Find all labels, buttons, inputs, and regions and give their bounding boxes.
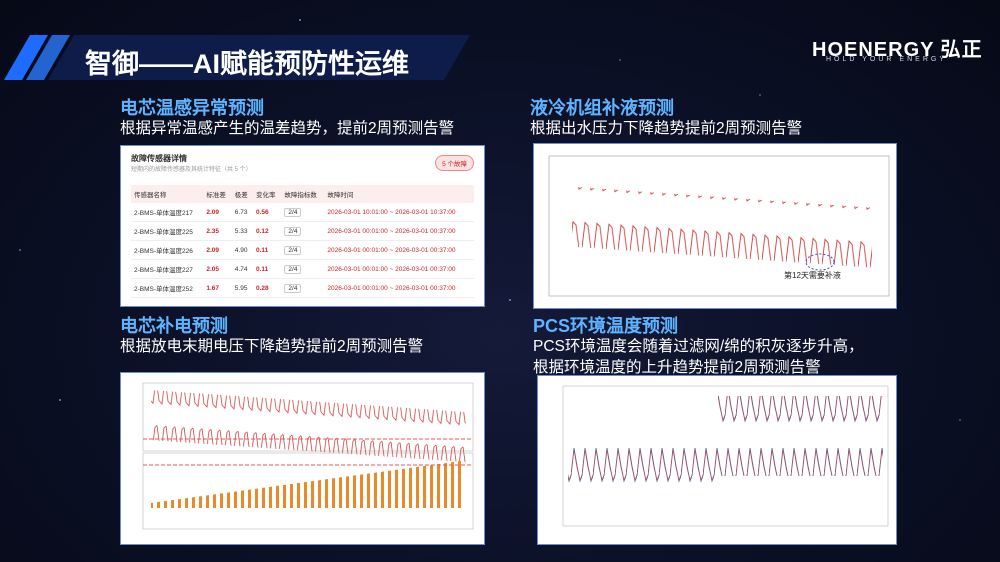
table-cell: 0.11 xyxy=(252,259,282,279)
section-description: PCS环境温度会随着过滤网/绵的积灰逐步升高， xyxy=(533,338,864,355)
section-description: 根据异常温感产生的温差趋势，提前2周预测告警 xyxy=(120,120,455,137)
column-header: 极差 xyxy=(231,185,253,203)
fault-count: 2/4 xyxy=(284,207,302,217)
column-header: 故障指标数 xyxy=(281,185,325,203)
table-cell: 2026-03-01 00:01:00 ~ 2026-03-01 00:37:0… xyxy=(324,278,474,298)
logo-cn: 弘正 xyxy=(940,39,983,61)
pcs-chart-thumbnail xyxy=(562,385,889,527)
table-cell: 0.28 xyxy=(252,278,282,298)
table-cell: 2/4 xyxy=(281,240,325,260)
table-wrap: 传感器名称 标准差 极差 变化率 故障指标数 故障时间 2-BMS-单体温度217 2.09 6… xyxy=(131,185,474,298)
table-cell: 2/4 xyxy=(281,221,325,241)
table-cell: 4.74 xyxy=(231,259,253,279)
table-cell: 6.73 xyxy=(231,203,253,222)
column-header: 传感器名称 xyxy=(131,185,204,203)
table-cell: 2026-03-01 00:01:00 ~ 2026-03-01 00:37:0… xyxy=(324,259,474,279)
section-heading: 液冷机组补液预测 xyxy=(530,98,674,118)
annotation: 第12天需要补液 xyxy=(784,270,841,280)
section-description: 根据放电末期电压下降趋势提前2周预测告警 xyxy=(120,338,424,355)
table-cell: 2-BMS-单体温度226 xyxy=(131,240,204,260)
column-header: 变化率 xyxy=(252,185,282,203)
fault-count: 2/4 xyxy=(284,245,302,255)
section-heading: 电芯补电预测 xyxy=(120,316,228,336)
table-title: 故障传感器详情 xyxy=(131,154,187,163)
column-header: 故障时间 xyxy=(324,185,474,203)
fault-count: 2/4 xyxy=(284,283,302,293)
voltage-chart-thumbnail xyxy=(142,382,474,530)
table-row: 2-BMS-单体温度225 2.35 5.33 0.12 2/4 2026-03-01 0… xyxy=(131,221,474,241)
voltage-panel xyxy=(120,372,485,545)
table-cell: 2.09 xyxy=(203,240,232,260)
coolant-chart-thumbnail: 第12天需要补液 xyxy=(548,155,890,297)
logo-text: HOENERGY xyxy=(812,39,935,61)
table-row: 2-BMS-单体温度227 2.05 4.74 0.11 2/4 2026-03-01 0… xyxy=(131,259,474,279)
table-subtitle: 短期内的故障传感器及其统计特征（共 5 个） xyxy=(131,167,252,173)
slide-title: 智御——AI赋能预防性运维 xyxy=(85,49,409,79)
table-cell: 0.11 xyxy=(252,240,282,260)
sensor-table: 传感器名称 标准差 极差 变化率 故障指标数 故障时间 2-BMS-单体温度217 2.09 6… xyxy=(131,185,474,298)
table-cell: 2-BMS-单体温度217 xyxy=(131,203,204,222)
table-cell: 2.09 xyxy=(203,203,232,222)
coolant-panel: 第12天需要补液 xyxy=(533,143,897,309)
table-cell: 2/4 xyxy=(281,259,325,279)
table-row: 2-BMS-单体温度226 2.09 4.90 0.11 2/4 2026-03-01 0… xyxy=(131,240,474,260)
table-cell: 2-BMS-单体温度252 xyxy=(131,278,204,298)
table-cell: 2-BMS-单体温度225 xyxy=(131,221,204,241)
table-row: 2-BMS-单体温度217 2.09 6.73 0.56 2/4 2026-03-01 1… xyxy=(131,203,474,222)
table-cell: 2026-03-01 10:01:00 ~ 2026-03-01 10:37:0… xyxy=(324,203,474,222)
table-cell: 2.05 xyxy=(203,259,232,279)
column-header: 标准差 xyxy=(203,185,232,203)
panel-header: 故障传感器详情 短期内的故障传感器及其统计特征（共 5 个） 5 个故障 xyxy=(131,153,474,179)
table-cell: 2/4 xyxy=(281,278,325,298)
table-cell: 5.33 xyxy=(231,221,253,241)
table-cell: 0.56 xyxy=(252,203,282,222)
section-description: 根据环境温度的上升趋势提前2周预测告警 xyxy=(533,359,821,376)
table-cell: 2-BMS-单体温度227 xyxy=(131,259,204,279)
logo-slogan: HOLD YOUR ENERGY xyxy=(826,56,947,63)
table-cell: 2026-03-01 00:01:00 ~ 2026-03-01 00:37:0… xyxy=(324,221,474,241)
section-heading: 电芯温感异常预测 xyxy=(120,98,264,118)
sensor-panel: 故障传感器详情 短期内的故障传感器及其统计特征（共 5 个） 5 个故障 传感器… xyxy=(120,145,485,307)
logo: HOENERGY 弘正 xyxy=(812,33,983,62)
section-heading: PCS环境温度预测 xyxy=(533,316,679,336)
section-description: 根据出水压力下降趋势提前2周预测告警 xyxy=(530,120,803,137)
table-cell: 1.67 xyxy=(203,278,232,298)
table-cell: 4.90 xyxy=(231,240,253,260)
table-row: 2-BMS-单体温度252 1.67 5.95 0.28 2/4 2026-03-01 0… xyxy=(131,278,474,298)
table-cell: 2.35 xyxy=(203,221,232,241)
fault-badge: 5 个故障 xyxy=(435,155,474,171)
fault-count: 2/4 xyxy=(284,264,302,274)
table-cell: 2/4 xyxy=(281,203,325,222)
table-cell: 0.12 xyxy=(252,221,282,241)
fault-count: 2/4 xyxy=(284,226,302,236)
table-cell: 5.95 xyxy=(231,278,253,298)
table-cell: 2026-03-01 00:01:00 ~ 2026-03-01 00:37:0… xyxy=(324,240,474,260)
pcs-panel xyxy=(537,375,897,545)
